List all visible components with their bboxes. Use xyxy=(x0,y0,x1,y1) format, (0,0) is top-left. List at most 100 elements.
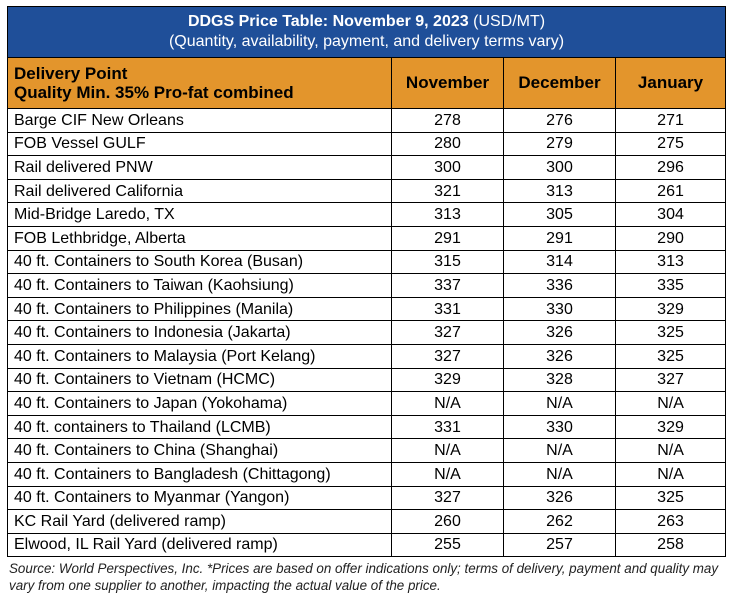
price-cell: 326 xyxy=(503,320,616,345)
table-row: Barge CIF New Orleans 278 276 271 xyxy=(7,108,727,133)
source-note: Source: World Perspectives, Inc. *Prices… xyxy=(9,561,719,594)
table-row: 40 ft. containers to Thailand (LCMB) 331 3… xyxy=(7,414,727,440)
ddgs-price-table: DDGS Price Table: November 9, 2023 (USD/… xyxy=(6,6,727,558)
price-cell: 329 xyxy=(391,367,504,393)
price-cell: 280 xyxy=(391,131,504,157)
title-unit: (USD/MT) xyxy=(473,13,546,30)
price-cell: N/A xyxy=(391,438,504,463)
price-cell: 326 xyxy=(503,343,616,369)
header-month-december: December xyxy=(503,57,616,109)
price-cell: 296 xyxy=(614,155,727,180)
delivery-point-cell: 40 ft. Containers to Vietnam (HCMC) xyxy=(7,367,392,393)
price-cell: 325 xyxy=(614,485,727,511)
table-row: 40 ft. Containers to South Korea (Busan)… xyxy=(7,249,727,275)
price-cell: 300 xyxy=(391,155,504,180)
price-cell: 327 xyxy=(391,485,504,511)
price-cell: 326 xyxy=(503,485,616,511)
price-cell: 331 xyxy=(391,296,504,322)
price-cell: 328 xyxy=(503,367,616,393)
price-cell: 325 xyxy=(614,320,727,345)
price-cell: 304 xyxy=(614,202,727,227)
delivery-point-cell: Barge CIF New Orleans xyxy=(7,108,392,133)
price-cell: 313 xyxy=(391,202,504,227)
price-cell: 337 xyxy=(391,273,504,298)
table-row: KC Rail Yard (delivered ramp) 260 262 263 xyxy=(7,509,727,534)
price-cell: 261 xyxy=(614,178,727,204)
header-month-november: November xyxy=(391,57,504,109)
table-row: Rail delivered PNW 300 300 296 xyxy=(7,155,727,180)
table-row: 40 ft. Containers to Myanmar (Yangon) 327… xyxy=(7,485,727,511)
price-cell: N/A xyxy=(391,461,504,487)
table-row: 40 ft. Containers to China (Shanghai) N/A… xyxy=(7,438,727,463)
price-cell: 330 xyxy=(503,296,616,322)
price-cell: 276 xyxy=(503,108,616,133)
table-row: 40 ft. Containers to Bangladesh (Chittag… xyxy=(7,461,727,487)
price-cell: N/A xyxy=(391,391,504,416)
price-cell: 291 xyxy=(391,225,504,251)
price-cell: 315 xyxy=(391,249,504,275)
delivery-point-cell: 40 ft. Containers to Taiwan (Kaohsiung) xyxy=(7,273,392,298)
price-cell: 313 xyxy=(503,178,616,204)
price-cell: 258 xyxy=(614,532,727,558)
table-row: 40 ft. Containers to Philippines (Manila… xyxy=(7,296,727,322)
title-main: DDGS Price Table: November 9, 2023 xyxy=(187,13,469,30)
delivery-point-cell: Rail delivered PNW xyxy=(7,155,392,180)
price-cell: 327 xyxy=(391,343,504,369)
price-cell: N/A xyxy=(614,438,727,463)
header-row: Delivery Point Quality Min. 35% Pro-fat … xyxy=(7,57,727,109)
table-row: 40 ft. Containers to Indonesia (Jakarta)… xyxy=(7,320,727,345)
delivery-point-cell: 40 ft. Containers to Philippines (Manila… xyxy=(7,296,392,322)
title-subtitle: (Quantity, availability, payment, and de… xyxy=(168,33,565,50)
price-cell: 330 xyxy=(503,414,616,440)
price-cell: 329 xyxy=(614,414,727,440)
price-table-container: DDGS Price Table: November 9, 2023 (USD/… xyxy=(6,6,727,594)
price-cell: N/A xyxy=(614,391,727,416)
delivery-point-cell: Mid-Bridge Laredo, TX xyxy=(7,202,392,227)
delivery-point-cell: KC Rail Yard (delivered ramp) xyxy=(7,509,392,534)
delivery-point-cell: Elwood, IL Rail Yard (delivered ramp) xyxy=(7,532,392,558)
price-cell: N/A xyxy=(614,461,727,487)
delivery-point-cell: 40 ft. Containers to Malaysia (Port Kela… xyxy=(7,343,392,369)
price-cell: 321 xyxy=(391,178,504,204)
table-row: 40 ft. Containers to Vietnam (HCMC) 329 32… xyxy=(7,367,727,393)
delivery-point-cell: 40 ft. Containers to Japan (Yokohama) xyxy=(7,391,392,416)
price-cell: 260 xyxy=(391,509,504,534)
price-cell: 300 xyxy=(503,155,616,180)
price-cell: N/A xyxy=(503,391,616,416)
price-cell: 336 xyxy=(503,273,616,298)
table-title: DDGS Price Table: November 9, 2023 (USD/… xyxy=(6,6,727,58)
price-cell: 262 xyxy=(503,509,616,534)
table-row: 40 ft. Containers to Japan (Yokohama) N/A… xyxy=(7,391,727,416)
price-cell: 325 xyxy=(614,343,727,369)
table-row: 40 ft. Containers to Taiwan (Kaohsiung) 3… xyxy=(7,273,727,298)
price-cell: 335 xyxy=(614,273,727,298)
table-body: Barge CIF New Orleans 278 276 271 FOB Vessel… xyxy=(7,108,727,558)
table-row: Rail delivered California 321 313 261 xyxy=(7,178,727,204)
price-cell: 278 xyxy=(391,108,504,133)
price-cell: 314 xyxy=(503,249,616,275)
price-cell: 279 xyxy=(503,131,616,157)
delivery-point-cell: 40 ft. Containers to Bangladesh (Chittag… xyxy=(7,461,392,487)
price-cell: 291 xyxy=(503,225,616,251)
delivery-point-cell: 40 ft. Containers to South Korea (Busan) xyxy=(7,249,392,275)
price-cell: N/A xyxy=(503,438,616,463)
price-cell: 327 xyxy=(391,320,504,345)
delivery-point-cell: 40 ft. containers to Thailand (LCMB) xyxy=(7,414,392,440)
table-row: FOB Lethbridge, Alberta 291 291 290 xyxy=(7,225,727,251)
table-row: 40 ft. Containers to Malaysia (Port Kela… xyxy=(7,343,727,369)
price-cell: N/A xyxy=(503,461,616,487)
price-cell: 255 xyxy=(391,532,504,558)
table-row: Elwood, IL Rail Yard (delivered ramp) 255… xyxy=(7,532,727,558)
delivery-point-cell: 40 ft. Containers to China (Shanghai) xyxy=(7,438,392,463)
price-cell: 271 xyxy=(614,108,727,133)
price-cell: 290 xyxy=(614,225,727,251)
header-col1-line1: Delivery Point xyxy=(14,64,128,83)
price-cell: 329 xyxy=(614,296,727,322)
delivery-point-cell: 40 ft. Containers to Indonesia (Jakarta) xyxy=(7,320,392,345)
delivery-point-cell: FOB Lethbridge, Alberta xyxy=(7,225,392,251)
price-cell: 331 xyxy=(391,414,504,440)
delivery-point-cell: FOB Vessel GULF xyxy=(7,131,392,157)
price-cell: 305 xyxy=(503,202,616,227)
header-delivery-point: Delivery Point Quality Min. 35% Pro-fat … xyxy=(7,57,392,109)
price-cell: 263 xyxy=(614,509,727,534)
